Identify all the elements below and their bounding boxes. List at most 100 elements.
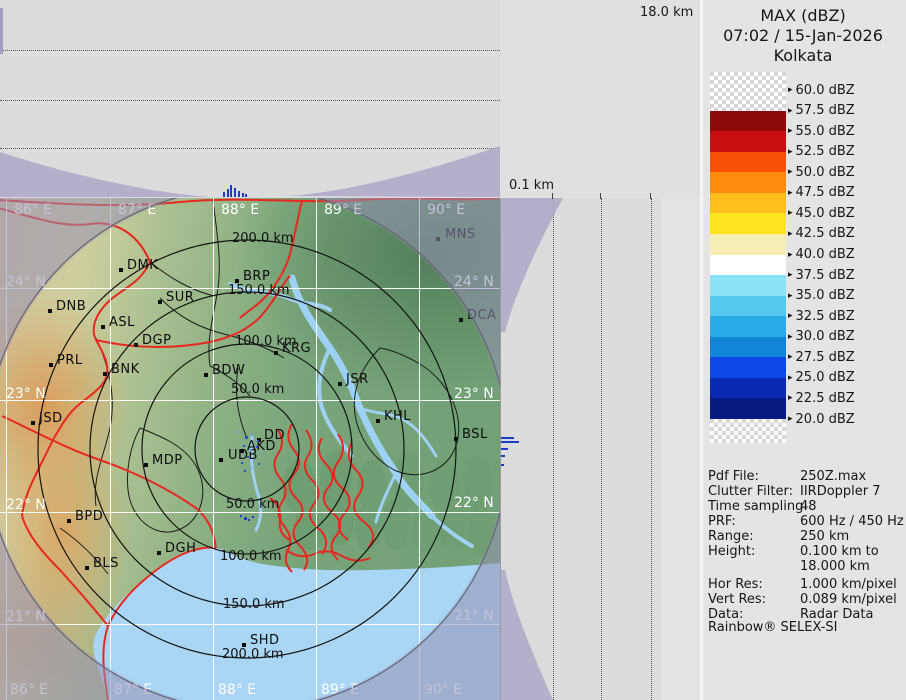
station-dot-DGP (134, 343, 138, 347)
echo-column (234, 188, 236, 197)
tick-value: 50.0 dBZ (796, 165, 855, 180)
info-label: Range: (708, 529, 754, 544)
tick-arrow-icon: ▸ (788, 332, 793, 342)
tick-arrow-icon: ▸ (788, 373, 793, 383)
info-row: Time sampling:48 (708, 499, 904, 514)
legend-title: MAX (dBZ) 07:02 / 15-Jan-2026 Kolkata (700, 6, 906, 66)
scale-tick-label: ▸32.5 dBZ (788, 308, 855, 324)
echo-column (242, 193, 244, 197)
station-label-MNS: MNS (445, 227, 476, 242)
info-label: Pdf File: (708, 469, 759, 484)
scale-band (710, 111, 786, 132)
echo-row (501, 437, 514, 439)
scale-band (710, 316, 786, 337)
echo-row (501, 441, 519, 443)
tick-arrow-icon: ▸ (788, 106, 793, 116)
scale-tick-label: ▸47.5 dBZ (788, 185, 855, 201)
lat-label-right: 24° N (454, 274, 494, 290)
tick-value: 27.5 dBZ (796, 350, 855, 365)
right-height-panel (500, 198, 661, 700)
info-label: Clutter Filter: (708, 484, 793, 499)
station-dot-DGH (157, 551, 161, 555)
station-label-BRP: BRP (243, 269, 270, 284)
tick-arrow-icon: ▸ (788, 414, 793, 424)
scale-tick-label: ▸22.5 dBZ (788, 390, 855, 406)
station-dot-JSD (31, 421, 35, 425)
info-label: PRF: (708, 514, 736, 529)
scale-band (710, 255, 786, 276)
tick-arrow-icon: ▸ (788, 188, 793, 198)
height-axis-tick (600, 193, 601, 199)
height-axis-min-label: 0.1 km (509, 178, 554, 193)
echo-row (501, 464, 504, 466)
station-dot-MDP (144, 463, 148, 467)
tick-arrow-icon: ▸ (788, 85, 793, 95)
echo-pixel (250, 467, 252, 469)
station-dot-BPD (67, 519, 71, 523)
station-label-BDW: BDW (212, 363, 245, 378)
info-value: IIRDoppler 7 (800, 484, 881, 499)
tick-value: 22.5 dBZ (796, 391, 855, 406)
scale-tick-label: ▸27.5 dBZ (788, 349, 855, 365)
echo-pixel (243, 445, 245, 447)
echo-pixel (261, 451, 263, 453)
station-label-JSR: JSR (346, 372, 369, 387)
tick-value: 45.0 dBZ (796, 206, 855, 221)
tick-arrow-icon: ▸ (788, 270, 793, 280)
scale-band (710, 213, 786, 234)
info-row: PRF: 600 Hz / 450 Hz (708, 514, 904, 529)
station-label-BLS: BLS (93, 556, 119, 571)
station-label-DNB: DNB (56, 299, 86, 314)
station-dot-JSR (338, 382, 342, 386)
echo-column (227, 189, 229, 197)
info-label: Data: (708, 607, 743, 622)
scale-band (710, 131, 786, 152)
scale-tick-label: ▸37.5 dBZ (788, 267, 855, 283)
station-dot-KHL (376, 419, 380, 423)
echo-pixel (248, 519, 250, 521)
echo-row (501, 455, 505, 457)
station-dot-MNS (436, 237, 440, 241)
height-axis-max-label: 18.0 km (640, 5, 693, 20)
tick-arrow-icon: ▸ (788, 208, 793, 218)
info-value: 600 Hz / 450 Hz (800, 514, 904, 529)
height-axis-tick (650, 193, 651, 199)
echo-pixel (244, 470, 246, 472)
echo-pixel (238, 431, 240, 433)
station-dot-DCA (459, 318, 463, 322)
station-label-DMK: DMK (127, 258, 158, 273)
tick-value: 37.5 dBZ (796, 268, 855, 283)
scale-band (710, 152, 786, 173)
tick-arrow-icon: ▸ (788, 229, 793, 239)
tick-value: 60.0 dBZ (796, 83, 855, 98)
echo-pixel (249, 449, 252, 452)
station-label-MDP: MDP (152, 453, 183, 468)
echo-pixel (252, 516, 254, 518)
scale-tick-label: ▸35.0 dBZ (788, 288, 855, 304)
ring-distance-label: 200.0 km (232, 231, 294, 246)
tick-value: 32.5 dBZ (796, 309, 855, 324)
tick-value: 57.5 dBZ (796, 103, 855, 118)
station-label-ASL: ASL (109, 315, 135, 330)
tick-value: 40.0 dBZ (796, 247, 855, 262)
lon-label-top: 88° E (221, 202, 259, 218)
station-label-DGH: DGH (165, 541, 196, 556)
ring-distance-label: 150.0 km (223, 597, 285, 612)
lon-label-bottom: 87° E (114, 682, 152, 698)
ring-distance-label: 50.0 km (226, 497, 279, 512)
echo-pixel (258, 463, 260, 465)
info-label: Hor Res: (708, 577, 763, 592)
info-value: 250Z.max (800, 469, 866, 484)
scale-band (710, 337, 786, 358)
station-label-PRL: PRL (57, 353, 83, 368)
info-value: 250 km (800, 529, 849, 544)
tick-arrow-icon: ▸ (788, 393, 793, 403)
echo-pixel (244, 517, 247, 520)
station-dot-PRL (49, 363, 53, 367)
ring-distance-label: 150.0 km (228, 283, 290, 298)
station-dot-BRP (235, 279, 239, 283)
tick-arrow-icon: ▸ (788, 311, 793, 321)
echo-pixel (253, 459, 255, 461)
station-label-KHL: KHL (384, 409, 411, 424)
info-value: 1.000 km/pixel (800, 577, 897, 592)
